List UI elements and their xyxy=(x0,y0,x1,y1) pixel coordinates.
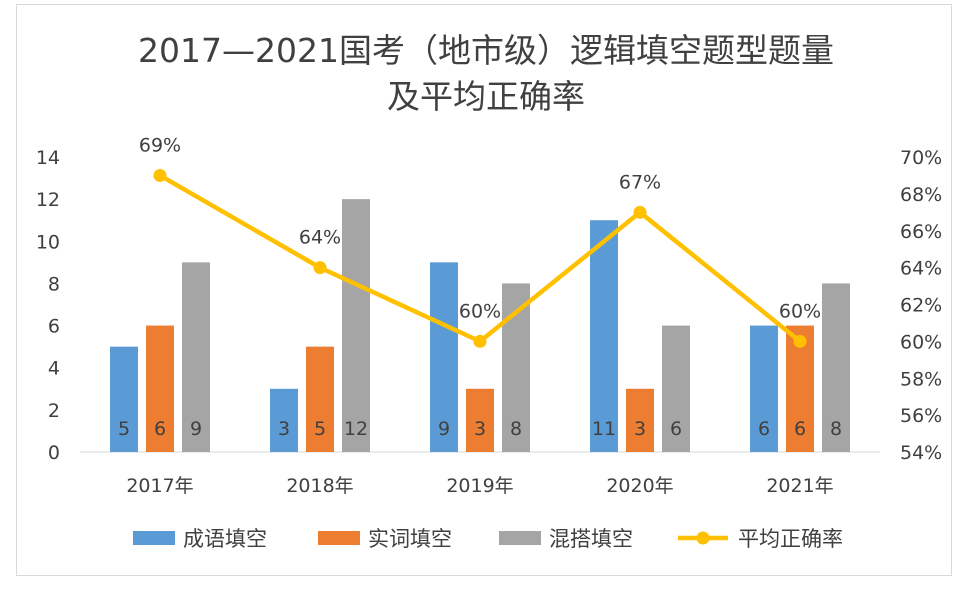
line-point-label: 69% xyxy=(139,134,181,156)
bar xyxy=(822,283,850,452)
bar-value-label: 6 xyxy=(794,418,806,440)
line-point xyxy=(793,334,807,348)
x-tick-label: 2021年 xyxy=(766,475,833,497)
line-point-label: 64% xyxy=(299,227,341,249)
line-point xyxy=(153,168,167,182)
legend-swatch xyxy=(133,531,175,545)
bar-value-label: 6 xyxy=(154,418,166,440)
x-tick-label: 2017年 xyxy=(126,475,193,497)
bar-value-label: 3 xyxy=(474,418,486,440)
y-left-tick-label: 14 xyxy=(36,147,60,169)
bar xyxy=(146,325,174,452)
legend-label: 平均正确率 xyxy=(738,527,843,551)
line-point-label: 60% xyxy=(779,300,821,322)
bar-value-label: 3 xyxy=(278,418,290,440)
chart-title-line1: 2017—2021国考（地市级）逻辑填空题型题量 xyxy=(138,31,834,70)
line-point xyxy=(313,261,327,275)
y-left-tick-label: 4 xyxy=(48,358,60,380)
line-point-label: 67% xyxy=(619,171,661,193)
line-point xyxy=(633,205,647,219)
legend-label: 混搭填空 xyxy=(549,527,633,551)
y-right-tick-label: 58% xyxy=(900,368,942,390)
bar xyxy=(662,325,690,452)
y-left-tick-label: 10 xyxy=(36,231,60,253)
bar-value-label: 5 xyxy=(118,418,130,440)
y-right-tick-label: 56% xyxy=(900,405,942,427)
y-right-tick-label: 68% xyxy=(900,184,942,206)
bar-value-label: 11 xyxy=(592,418,616,440)
y-right-tick-label: 54% xyxy=(900,442,942,464)
chart-title: 2017—2021国考（地市级）逻辑填空题型题量 及平均正确率 xyxy=(0,28,972,120)
y-right-tick-label: 64% xyxy=(900,258,942,280)
y-right-tick-label: 70% xyxy=(900,147,942,169)
x-tick-label: 2018年 xyxy=(286,475,353,497)
bar xyxy=(750,325,778,452)
legend-swatch-marker xyxy=(696,531,710,545)
bar-value-label: 9 xyxy=(438,418,450,440)
x-tick-label: 2020年 xyxy=(606,475,673,497)
bar xyxy=(182,262,210,452)
bar-value-label: 8 xyxy=(830,418,842,440)
bar-value-label: 6 xyxy=(758,418,770,440)
bar xyxy=(626,388,654,452)
bar-value-label: 9 xyxy=(190,418,202,440)
legend-swatch xyxy=(318,531,360,545)
y-right-tick-label: 66% xyxy=(900,221,942,243)
x-tick-label: 2019年 xyxy=(446,475,513,497)
bar xyxy=(466,388,494,452)
bar xyxy=(430,262,458,452)
bar xyxy=(590,220,618,452)
bar-value-label: 6 xyxy=(670,418,682,440)
bar xyxy=(342,199,370,452)
bar xyxy=(306,346,334,452)
bar-value-label: 12 xyxy=(344,418,368,440)
y-left-tick-label: 2 xyxy=(48,400,60,422)
y-right-tick-label: 60% xyxy=(900,331,942,353)
legend-label: 成语填空 xyxy=(183,527,267,551)
chart-title-line2: 及平均正确率 xyxy=(387,77,585,116)
line-point-label: 60% xyxy=(459,300,501,322)
y-left-tick-label: 6 xyxy=(48,316,60,338)
y-left-tick-label: 8 xyxy=(48,273,60,295)
legend-label: 实词填空 xyxy=(368,527,452,551)
bar xyxy=(110,346,138,452)
y-left-tick-label: 12 xyxy=(36,189,60,211)
y-right-tick-label: 62% xyxy=(900,295,942,317)
bar-value-label: 3 xyxy=(634,418,646,440)
bar-value-label: 5 xyxy=(314,418,326,440)
legend-swatch xyxy=(499,531,541,545)
bar-value-label: 8 xyxy=(510,418,522,440)
line-point xyxy=(473,334,487,348)
chart-frame xyxy=(16,4,952,576)
bar xyxy=(270,388,298,452)
y-left-tick-label: 0 xyxy=(48,442,60,464)
